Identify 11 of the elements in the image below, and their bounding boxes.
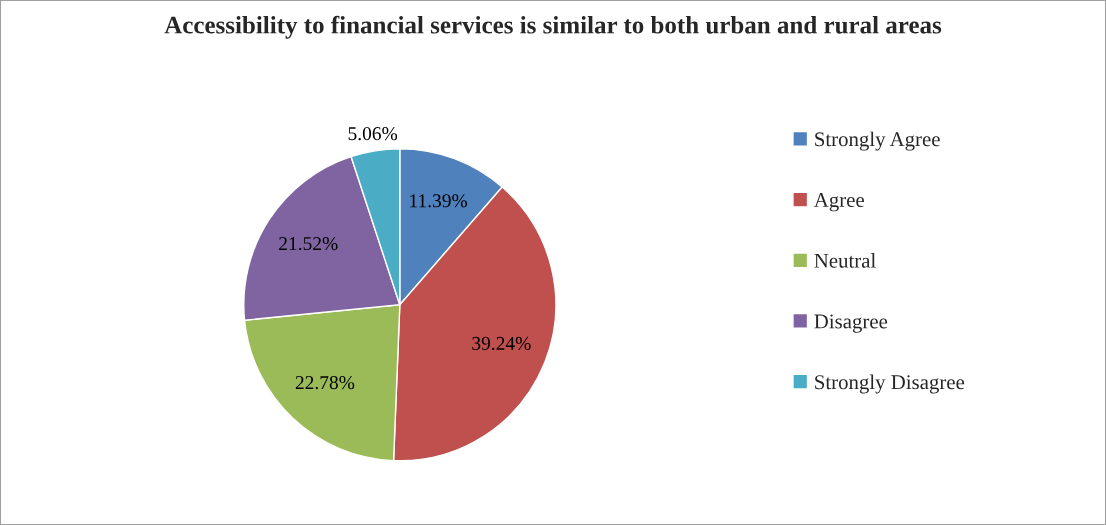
legend-label: Neutral bbox=[814, 253, 876, 268]
data-label: 39.24% bbox=[472, 336, 531, 351]
data-label: 21.52% bbox=[279, 236, 338, 251]
legend-label: Strongly Agree bbox=[815, 131, 940, 151]
data-label: 22.78% bbox=[295, 376, 355, 390]
legend-label: Disagree bbox=[814, 314, 888, 333]
legend-label: Strongly Disagree bbox=[815, 374, 965, 394]
data-label: 11.39% bbox=[410, 194, 468, 208]
legend-label: Agree bbox=[813, 193, 864, 212]
data-label: 5.06% bbox=[348, 127, 398, 141]
chart-title: Accessibility to financial services is similar to both urban and rural areas bbox=[164, 15, 942, 39]
